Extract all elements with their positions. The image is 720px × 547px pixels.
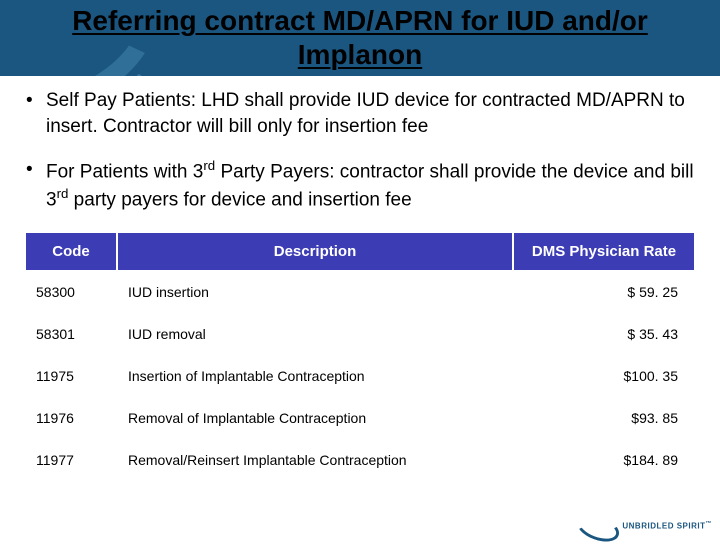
cell-code: 11976 (25, 397, 117, 439)
col-header-code: Code (25, 232, 117, 271)
table-row: 11975 Insertion of Implantable Contracep… (25, 355, 695, 397)
footer-brand: UNBRIDLED SPIRIT™ (576, 516, 712, 536)
bullet-item: • Self Pay Patients: LHD shall provide I… (24, 88, 696, 139)
bullet-text: Self Pay Patients: LHD shall provide IUD… (46, 88, 696, 139)
table-row: 11977 Removal/Reinsert Implantable Contr… (25, 439, 695, 481)
cell-desc: Removal of Implantable Contraception (117, 397, 513, 439)
cell-code: 11977 (25, 439, 117, 481)
cell-desc: Insertion of Implantable Contraception (117, 355, 513, 397)
bullet-item: • For Patients with 3rd Party Payers: co… (24, 157, 696, 213)
cell-rate: $ 59. 25 (513, 271, 695, 313)
footer-swoosh-icon (576, 516, 616, 536)
cell-code: 11975 (25, 355, 117, 397)
cell-code: 58300 (25, 271, 117, 313)
codes-table: Code Description DMS Physician Rate 5830… (24, 231, 696, 482)
cell-desc: IUD insertion (117, 271, 513, 313)
table-row: 58300 IUD insertion $ 59. 25 (25, 271, 695, 313)
bullet-dot: • (24, 157, 46, 213)
cell-code: 58301 (25, 313, 117, 355)
cell-rate: $184. 89 (513, 439, 695, 481)
bullet-text: For Patients with 3rd Party Payers: cont… (46, 157, 696, 213)
footer-brand-text: UNBRIDLED SPIRIT™ (622, 521, 712, 531)
cell-rate: $ 35. 43 (513, 313, 695, 355)
footer-brand-label: UNBRIDLED SPIRIT (622, 522, 705, 531)
table-header-row: Code Description DMS Physician Rate (25, 232, 695, 271)
cell-rate: $93. 85 (513, 397, 695, 439)
cell-rate: $100. 35 (513, 355, 695, 397)
table-row: 11976 Removal of Implantable Contracepti… (25, 397, 695, 439)
trademark-symbol: ™ (706, 521, 713, 527)
table-row: 58301 IUD removal $ 35. 43 (25, 313, 695, 355)
cell-desc: Removal/Reinsert Implantable Contracepti… (117, 439, 513, 481)
page-title: Referring contract MD/APRN for IUD and/o… (0, 0, 720, 71)
cell-desc: IUD removal (117, 313, 513, 355)
content-area: • Self Pay Patients: LHD shall provide I… (0, 76, 720, 482)
bullet-dot: • (24, 88, 46, 139)
col-header-desc: Description (117, 232, 513, 271)
col-header-rate: DMS Physician Rate (513, 232, 695, 271)
